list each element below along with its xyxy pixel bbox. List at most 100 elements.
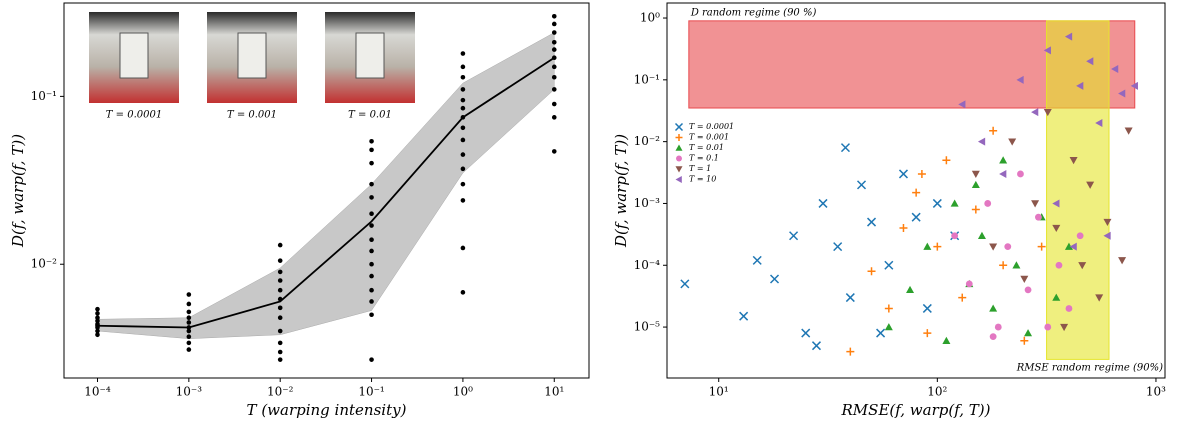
marker [680,279,690,289]
x-tick-label: 10³ [1146,385,1166,399]
marker [1078,262,1087,270]
dot [460,290,466,295]
marker [1035,213,1042,221]
region-label: D random regime (90 %) [690,7,817,18]
dot [460,64,466,70]
y-tick-label: 10⁻² [31,257,58,271]
dot [551,30,557,35]
dot [369,195,374,200]
dot [277,258,283,263]
dot [369,312,374,318]
y-tick-label: 10⁻² [634,134,661,148]
annotation: T = 0.0001 [106,110,162,121]
legend-label: T = 0.001 [689,133,729,142]
legend-label: T = 1 [689,164,711,173]
legend-label: T = 10 [689,175,716,184]
plot-area [95,13,557,362]
marker [1064,242,1073,250]
marker [1043,108,1052,117]
marker [950,199,959,207]
marker [933,242,942,251]
x-tick-label: 10¹ [544,385,564,399]
marker [676,155,682,162]
marker [674,122,684,132]
marker [999,156,1008,164]
marker [739,311,749,321]
dot [369,261,374,267]
y-tick-label: 10⁰ [640,11,660,25]
axes-frame [666,2,1166,379]
marker [789,231,799,241]
marker [1095,119,1103,128]
marker [1016,75,1024,84]
legend-label: T = 0.01 [689,143,724,152]
x-axis-label: RMSE(f, warp(f, T)) [841,401,991,419]
x-tick-label: 10⁰ [453,385,473,399]
dot [551,101,557,107]
marker [1069,157,1078,165]
marker [1024,286,1032,294]
marker [1052,224,1061,233]
dot [460,97,466,103]
marker [971,180,980,189]
line [97,56,555,329]
marker [1124,127,1133,135]
dot [369,138,374,144]
x-tick-label: 10² [927,385,947,399]
marker [840,143,850,153]
thumbnail-door [237,32,267,79]
marker [917,169,926,178]
dot [95,332,100,338]
dot [551,149,557,154]
dot [460,198,466,203]
dot [460,245,466,251]
marker [942,156,951,165]
dot [460,74,466,80]
marker [911,212,921,222]
dot [277,269,283,275]
marker [971,205,980,214]
marker [1103,218,1112,227]
y-axis-label: D(f, warp(f, T)) [9,134,27,248]
marker [1044,323,1052,331]
marker [1118,257,1127,265]
dot [369,223,374,228]
dot [460,137,466,143]
marker [923,329,932,338]
marker [965,280,973,288]
x-tick-label: 10¹ [709,385,729,399]
thumbnail-door [119,32,149,79]
marker [1103,231,1111,240]
marker [999,261,1008,270]
dot [369,160,374,166]
dot [551,115,557,120]
marker [958,293,967,302]
x-tick-label: 10⁻⁴ [84,385,111,399]
dot [460,152,466,157]
marker [867,267,876,276]
dot [551,47,557,52]
dot [551,21,557,27]
marker [769,274,780,284]
dot [277,349,283,355]
marker [1076,232,1084,240]
region [1046,20,1110,360]
marker [1086,57,1094,66]
dot [551,39,557,45]
dot [95,311,100,316]
marker [845,293,855,303]
marker [1012,261,1021,269]
marker [989,243,998,251]
marker [898,169,909,179]
marker [1020,336,1029,345]
dot [95,328,100,334]
dot [460,51,466,56]
marker [833,242,843,252]
dot [186,347,192,352]
y-tick-label: 10⁻⁴ [634,258,661,272]
marker [951,232,959,240]
marker [1064,32,1073,41]
marker [1065,305,1073,312]
axes-frame [63,2,590,379]
